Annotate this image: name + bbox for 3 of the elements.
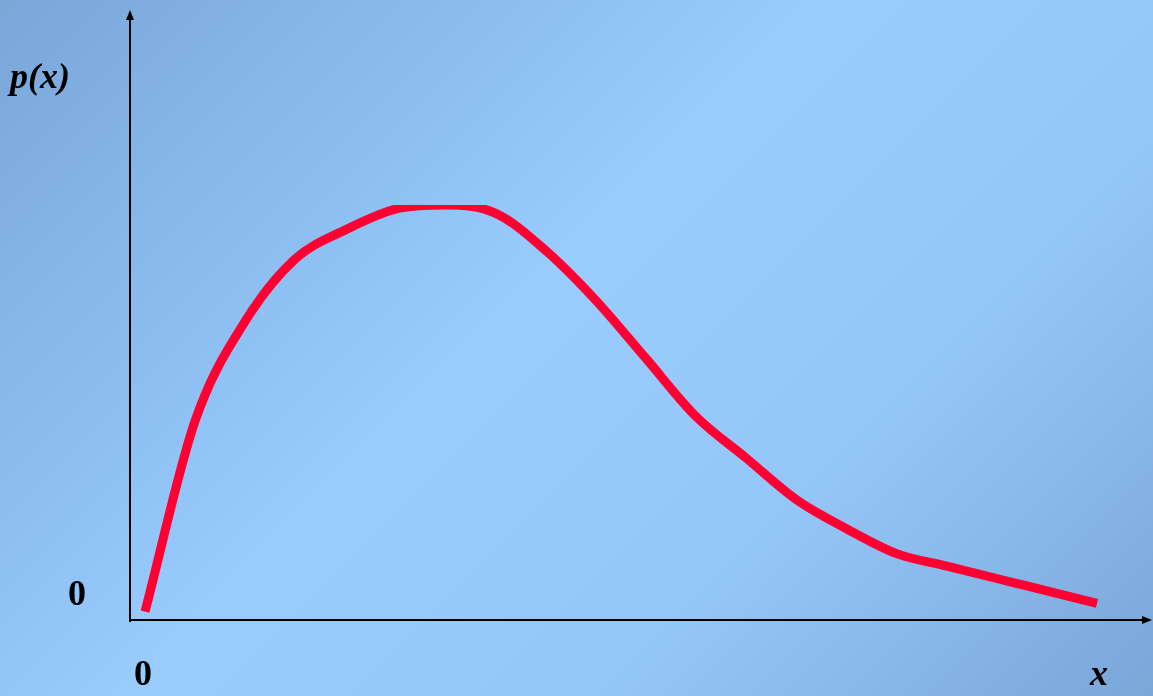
x-axis-title: x — [1090, 652, 1108, 694]
text: 0 — [68, 572, 86, 614]
text: 0 — [134, 652, 152, 694]
